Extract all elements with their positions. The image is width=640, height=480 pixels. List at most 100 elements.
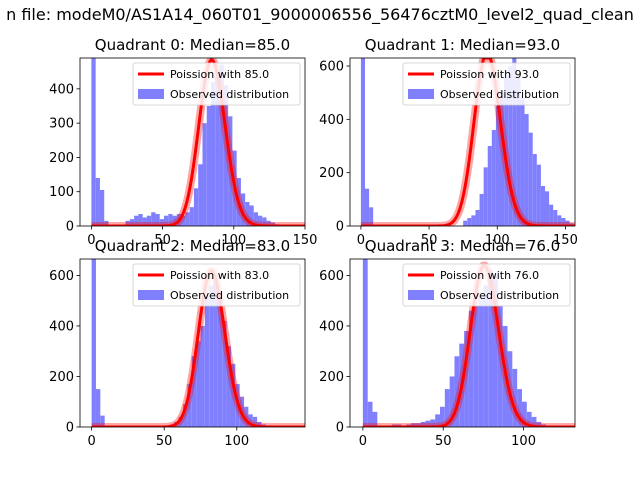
histogram-bar xyxy=(360,58,365,226)
histogram-bar xyxy=(493,275,498,427)
histogram-bar xyxy=(483,285,489,427)
histogram-bar xyxy=(521,401,527,427)
histogram-bar xyxy=(244,406,249,427)
chart-panel-0: 0 50 100 150 0 100 200 300 400 Poission with 85.0… xyxy=(49,36,317,248)
histogram-bar xyxy=(226,346,231,427)
histogram-bar xyxy=(248,414,253,427)
histogram-bar xyxy=(365,188,370,226)
panel-title: Quadrant 2: Median=83.0 xyxy=(95,237,290,255)
histogram-bar xyxy=(561,218,566,226)
legend-label: Observed distribution xyxy=(440,289,559,302)
histogram-bar xyxy=(217,290,223,427)
histogram-bar xyxy=(211,82,216,226)
histogram-bar xyxy=(491,130,496,226)
histogram-bar xyxy=(172,215,177,226)
chart-panel-2: 0 50 100 0 200 400 600 Poission with 83.0 Observ… xyxy=(49,237,306,449)
histogram-bar xyxy=(95,178,100,226)
legend-patch-swatch xyxy=(408,89,434,99)
histogram-bar xyxy=(512,58,517,226)
axes-frame xyxy=(349,258,576,428)
histogram-bar xyxy=(517,389,522,427)
histogram-bar xyxy=(262,217,267,226)
legend-patch-swatch xyxy=(138,290,164,300)
legend-patch-swatch xyxy=(408,290,434,300)
legend: Poission with 93.0 Observed distribution xyxy=(402,62,571,106)
histogram-bar xyxy=(553,210,558,226)
legend-label: Poission with 85.0 xyxy=(170,68,269,81)
histogram-bar xyxy=(536,164,541,226)
y-tick-label: 400 xyxy=(49,82,74,97)
histogram-bar xyxy=(440,406,445,427)
histogram-bar xyxy=(557,215,562,226)
histogram-bar xyxy=(508,66,513,226)
x-tick-label: 100 xyxy=(221,233,246,248)
y-tick-label: 0 xyxy=(336,220,344,235)
legend-box xyxy=(132,263,301,307)
histogram-bar xyxy=(129,219,135,226)
histogram-bar xyxy=(155,214,160,226)
histogram-bar xyxy=(142,217,147,226)
histogram-bar xyxy=(185,212,190,226)
y-tick-label: 200 xyxy=(319,370,344,385)
x-tick-label: 100 xyxy=(224,434,249,449)
x-tick-label: 100 xyxy=(485,233,510,248)
y-tick-label: 0 xyxy=(66,220,74,235)
legend-box xyxy=(132,62,301,106)
panel-title: Quadrant 3: Median=76.0 xyxy=(365,237,560,255)
y-tick-label: 600 xyxy=(49,269,74,284)
histogram-bar xyxy=(206,106,212,226)
y-tick-label: 0 xyxy=(336,421,344,436)
histogram-bar xyxy=(228,116,233,226)
histogram-bar xyxy=(249,205,254,226)
histogram-bar xyxy=(532,154,537,226)
histogram-bar xyxy=(181,215,186,226)
y-tick-label: 400 xyxy=(319,113,344,128)
y-tick-label: 300 xyxy=(49,117,74,132)
histogram-bar xyxy=(526,411,532,427)
histogram-bar xyxy=(91,259,96,427)
x-tick-label: 50 xyxy=(435,434,452,449)
histogram-bar xyxy=(463,220,468,226)
y-tick-label: 200 xyxy=(319,166,344,181)
histogram-bar xyxy=(475,210,480,226)
histogram-bar xyxy=(223,85,229,226)
histogram-bar xyxy=(369,207,374,226)
histogram-bar xyxy=(257,421,262,427)
histogram-bar xyxy=(425,420,431,427)
histogram-bar xyxy=(471,215,476,226)
histogram-bar xyxy=(95,389,101,427)
legend-label: Observed distribution xyxy=(170,289,289,302)
histogram-bar xyxy=(196,341,201,427)
histogram-bar xyxy=(193,188,199,226)
histogram-bar xyxy=(230,363,236,427)
legend-box xyxy=(402,62,571,106)
legend: Poission with 83.0 Observed distribution xyxy=(132,263,301,307)
x-tick-label: 150 xyxy=(553,233,578,248)
panel-title: Quadrant 0: Median=85.0 xyxy=(95,36,290,54)
histogram-bar xyxy=(464,331,469,427)
x-tick-label: 50 xyxy=(421,233,438,248)
histogram-bar xyxy=(444,389,450,427)
histogram-bar xyxy=(362,259,368,427)
histogram-bar xyxy=(430,419,436,427)
histogram-bar xyxy=(202,123,207,226)
histogram-bar xyxy=(524,114,529,226)
legend-patch-swatch xyxy=(138,89,164,99)
histogram-bar xyxy=(187,384,192,427)
x-tick-label: 0 xyxy=(87,434,95,449)
histogram-bar xyxy=(91,58,96,226)
histogram-bar xyxy=(178,416,184,427)
chart-panel-3: 0 50 100 0 200 400 600 Poission with 76.0 Observ… xyxy=(319,237,576,449)
histogram-bar xyxy=(411,423,416,427)
y-tick-label: 0 xyxy=(66,421,74,436)
histogram-bar xyxy=(516,76,521,226)
histogram-bar xyxy=(468,310,474,427)
histogram-bar xyxy=(99,190,105,226)
histogram-bar xyxy=(449,376,455,427)
histogram-bar xyxy=(578,225,582,226)
histogram-bar xyxy=(146,215,152,226)
histogram-bar xyxy=(372,411,378,427)
histogram-bar xyxy=(183,404,188,427)
histogram-bar xyxy=(520,98,525,226)
histogram-bar xyxy=(367,401,373,427)
